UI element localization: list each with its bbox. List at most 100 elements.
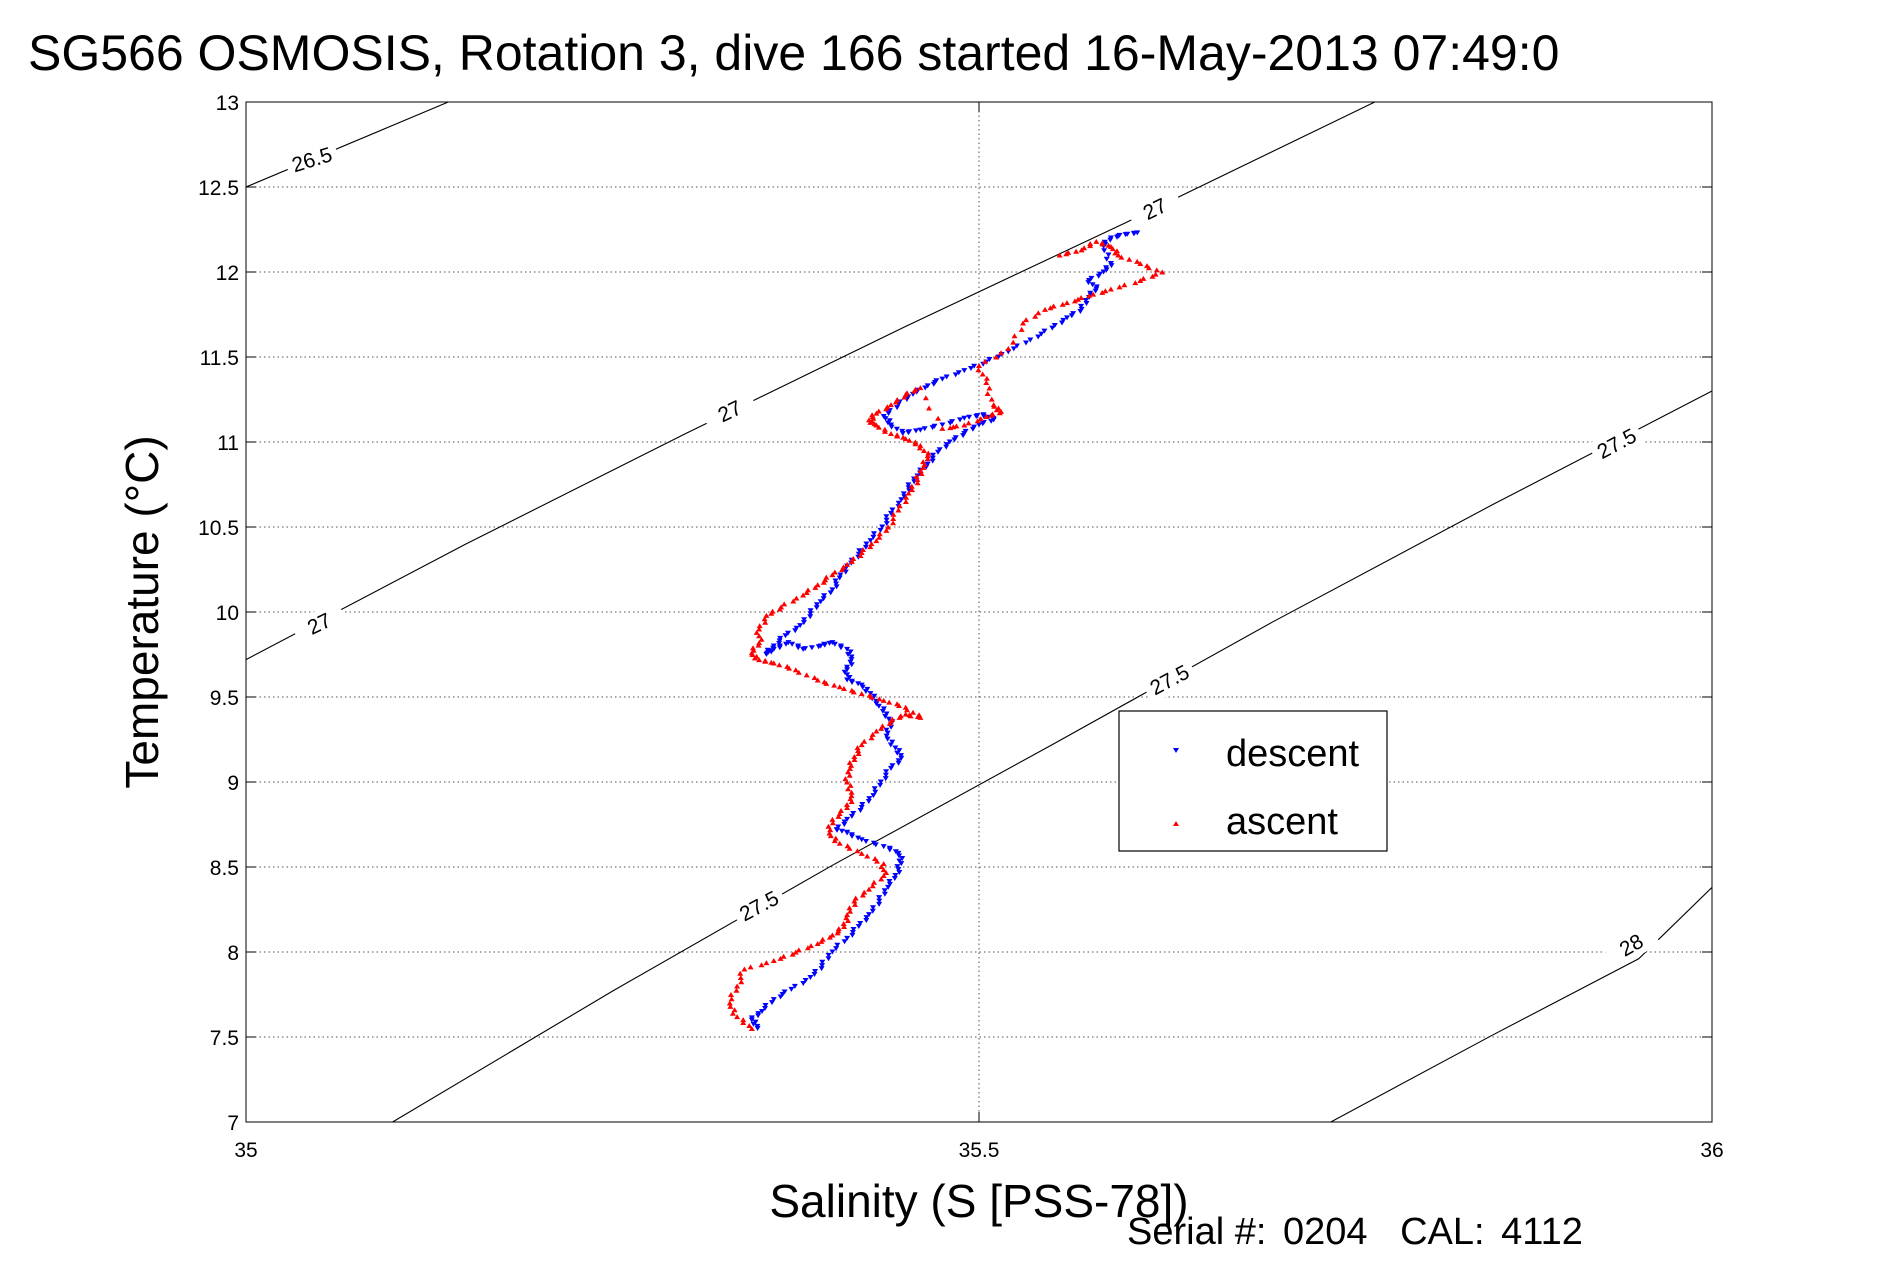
- ascent-point: [731, 1007, 738, 1013]
- descent-point: [892, 849, 899, 855]
- ascent-point: [1011, 333, 1018, 339]
- descent-point: [1049, 325, 1056, 331]
- descent-point: [863, 915, 870, 921]
- descent-point: [846, 675, 853, 680]
- descent-point: [844, 667, 851, 673]
- ascent-point: [935, 415, 942, 421]
- descent-point: [930, 452, 936, 458]
- descent-point: [943, 442, 950, 448]
- descent-point: [871, 693, 878, 699]
- descent-point: [952, 372, 959, 378]
- isopycnal-label-bg: [700, 388, 759, 435]
- ascent-point: [734, 983, 741, 989]
- ascent-point: [901, 394, 908, 400]
- ascent-point: [883, 870, 890, 875]
- descent-point: [865, 799, 872, 804]
- descent-point: [913, 428, 919, 434]
- ascent-point: [753, 653, 760, 659]
- isopycnal-label-bg: [1125, 186, 1184, 233]
- descent-point: [848, 657, 855, 663]
- ascent-point: [876, 534, 883, 540]
- ascent-point: [858, 691, 865, 697]
- descent-point: [968, 366, 974, 371]
- ascent-point: [777, 955, 784, 961]
- ascent-point: [1059, 301, 1066, 307]
- ascent-point: [814, 941, 821, 946]
- descent-point: [800, 981, 807, 986]
- ascent-point: [925, 450, 932, 456]
- y-tick-label: 8.5: [210, 857, 239, 880]
- ascent-point: [750, 645, 756, 651]
- ascent-point: [761, 616, 768, 622]
- ascent-point: [1063, 251, 1070, 257]
- ascent-point: [890, 516, 897, 521]
- ascent-point: [848, 762, 855, 768]
- descent-point: [1088, 275, 1095, 281]
- legend-descent-marker: [1173, 748, 1179, 753]
- ascent-point: [808, 943, 814, 949]
- descent-point: [844, 672, 851, 678]
- descent-point: [870, 793, 877, 799]
- descent-point: [858, 805, 865, 810]
- descent-point: [946, 439, 953, 445]
- svg-text:Serial #: 0204 CAL: Serial #: 0204 CAL: 4112: [1127, 1211, 1583, 1253]
- descent-point: [943, 374, 950, 380]
- ascent-point: [848, 799, 855, 804]
- ascent-point: [873, 728, 880, 734]
- ascent-point: [841, 924, 848, 929]
- descent-point: [1107, 235, 1114, 241]
- descent-point: [813, 605, 820, 611]
- ascent-point: [897, 713, 904, 719]
- ascent-point: [983, 414, 990, 419]
- descent-point: [955, 370, 962, 376]
- ascent-point: [1105, 242, 1112, 248]
- descent-point: [886, 418, 893, 424]
- isopycnal-label-bg: [290, 600, 349, 647]
- ascent-point: [778, 604, 785, 610]
- ascent-point: [890, 520, 897, 526]
- ascent-point: [988, 396, 995, 402]
- ascent-point: [1115, 252, 1122, 258]
- ascent-point: [986, 385, 993, 391]
- descent-point: [1070, 311, 1077, 317]
- ascent-point: [805, 587, 811, 593]
- isopycnal-line-26-5: [246, 102, 449, 188]
- ascent-point: [875, 408, 882, 414]
- ascent-point: [737, 970, 744, 976]
- ascent-point: [854, 848, 861, 854]
- ascent-point: [789, 951, 796, 957]
- descent-point: [825, 956, 832, 962]
- descent-point: [837, 572, 844, 578]
- descent-point: [833, 946, 840, 952]
- ascent-point: [728, 996, 735, 1002]
- descent-point: [880, 706, 887, 712]
- descent-point: [1035, 334, 1042, 340]
- descent-point: [900, 491, 907, 497]
- ascent-point: [883, 527, 890, 533]
- ascent-point: [888, 402, 894, 408]
- descent-point: [1101, 239, 1108, 245]
- descent-point: [867, 538, 874, 544]
- ascent-point: [871, 879, 877, 885]
- descent-point: [870, 534, 877, 540]
- ascent-point: [979, 371, 986, 377]
- descent-point: [881, 891, 888, 897]
- descent-point: [883, 521, 890, 527]
- descent-point: [777, 635, 784, 641]
- descent-point: [841, 669, 848, 675]
- descent-point: [986, 357, 993, 362]
- ascent-point: [904, 390, 910, 396]
- descent-point: [889, 739, 896, 745]
- ascent-point: [1087, 243, 1094, 249]
- descent-point: [888, 422, 894, 428]
- ascent-point: [924, 453, 931, 459]
- ascent-point: [858, 742, 865, 748]
- descent-point: [995, 354, 1002, 360]
- ascent-point: [829, 932, 836, 938]
- ascent-point: [758, 636, 765, 642]
- ascent-point: [750, 647, 757, 653]
- descent-point: [875, 703, 882, 709]
- descent-point: [1124, 231, 1131, 237]
- descent-point: [855, 835, 862, 841]
